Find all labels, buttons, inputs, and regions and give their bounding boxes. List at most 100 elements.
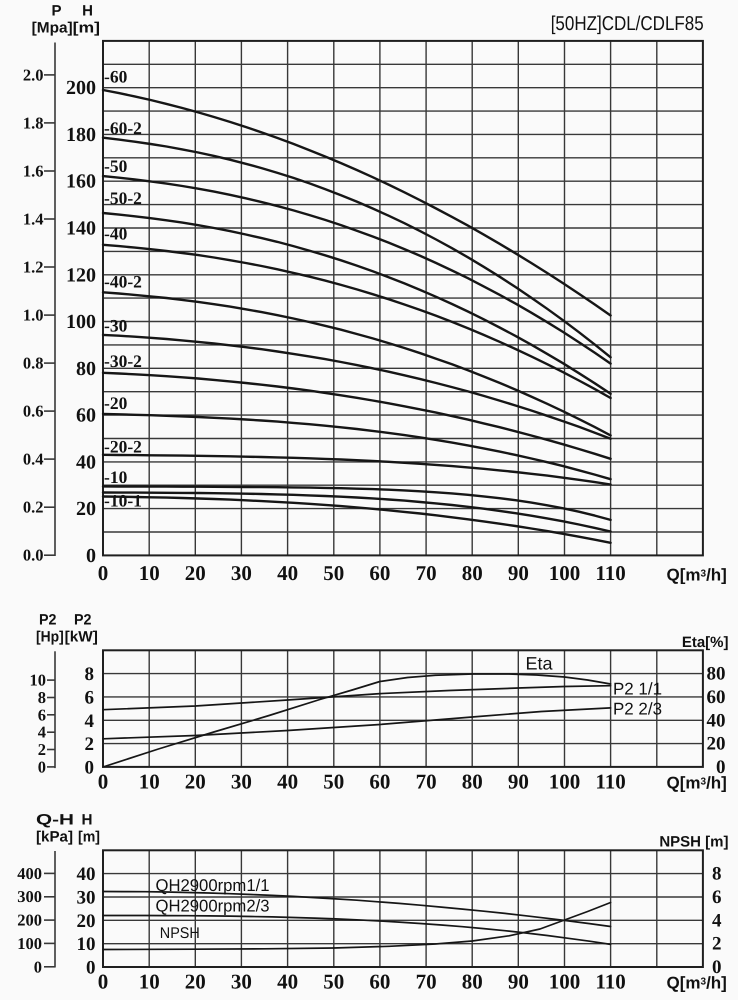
svg-text:100: 100 (549, 770, 581, 794)
svg-text:80: 80 (462, 970, 483, 994)
svg-text:2.0: 2.0 (23, 65, 44, 84)
svg-text:90: 90 (508, 970, 529, 994)
svg-text:P2: P2 (74, 612, 92, 629)
svg-text:140: 140 (66, 218, 96, 240)
svg-text:30: 30 (231, 770, 252, 794)
svg-text:2: 2 (85, 734, 95, 755)
svg-text:40: 40 (77, 864, 96, 885)
svg-text:0: 0 (98, 561, 109, 585)
svg-text:40: 40 (76, 451, 96, 473)
svg-text:100: 100 (17, 934, 42, 953)
svg-text:QH2900rpm2/3: QH2900rpm2/3 (156, 896, 270, 915)
svg-text:8: 8 (85, 664, 95, 685)
svg-text:30: 30 (77, 888, 96, 909)
svg-text:1.6: 1.6 (23, 162, 44, 181)
svg-text:50: 50 (323, 970, 344, 994)
svg-text:Q-H: Q-H (36, 812, 74, 829)
svg-text:0: 0 (98, 970, 109, 994)
svg-text:10: 10 (139, 561, 160, 585)
svg-text:0: 0 (38, 757, 46, 776)
svg-text:Eta[%]: Eta[%] (682, 634, 729, 651)
svg-text:110: 110 (595, 561, 625, 585)
svg-text:[kW]: [kW] (65, 629, 98, 646)
svg-text:0.0: 0.0 (23, 546, 44, 565)
svg-text:[m]: [m] (73, 20, 100, 37)
svg-text:0.4: 0.4 (23, 450, 44, 469)
svg-text:-10-1: -10-1 (104, 491, 142, 511)
svg-text:0: 0 (712, 957, 722, 978)
svg-text:0.6: 0.6 (23, 402, 44, 421)
svg-text:-20-2: -20-2 (104, 436, 142, 456)
svg-text:Q[m3/h]: Q[m3/h] (667, 566, 727, 585)
svg-text:1.4: 1.4 (23, 210, 44, 229)
svg-text:P: P (51, 3, 61, 20)
svg-text:6: 6 (712, 887, 722, 908)
svg-text:70: 70 (416, 970, 437, 994)
svg-text:180: 180 (66, 124, 96, 146)
svg-text:1.0: 1.0 (23, 306, 44, 325)
svg-text:80: 80 (462, 561, 483, 585)
svg-text:100: 100 (549, 970, 581, 994)
svg-text:1.8: 1.8 (23, 113, 44, 132)
svg-text:120: 120 (66, 264, 96, 286)
svg-text:90: 90 (508, 770, 529, 794)
svg-text:[Mpa]: [Mpa] (32, 20, 73, 37)
svg-text:0: 0 (716, 757, 726, 778)
svg-text:-50-2: -50-2 (104, 188, 142, 208)
svg-text:-40: -40 (104, 224, 128, 244)
svg-text:50: 50 (323, 770, 344, 794)
svg-text:[kPa]: [kPa] (36, 829, 73, 846)
svg-text:400: 400 (17, 864, 42, 883)
svg-text:200: 200 (66, 77, 96, 99)
svg-text:160: 160 (66, 171, 96, 193)
svg-text:0: 0 (85, 757, 95, 778)
svg-text:80: 80 (707, 664, 726, 685)
svg-text:P2 1/1: P2 1/1 (613, 680, 662, 699)
svg-text:10: 10 (30, 671, 47, 690)
svg-text:90: 90 (508, 561, 529, 585)
svg-text:-60-2: -60-2 (104, 118, 142, 138)
svg-text:10: 10 (139, 770, 160, 794)
svg-text:50: 50 (323, 561, 344, 585)
svg-text:4: 4 (38, 723, 46, 742)
svg-text:30: 30 (231, 970, 252, 994)
svg-text:60: 60 (369, 970, 390, 994)
svg-text:100: 100 (549, 561, 581, 585)
svg-text:200: 200 (17, 911, 42, 930)
svg-text:60: 60 (707, 687, 726, 708)
svg-text:8: 8 (712, 864, 722, 885)
svg-text:110: 110 (595, 970, 625, 994)
svg-text:70: 70 (416, 770, 437, 794)
svg-text:80: 80 (76, 358, 96, 380)
svg-text:40: 40 (277, 770, 298, 794)
svg-text:6: 6 (38, 705, 46, 724)
svg-text:Q[m3/h]: Q[m3/h] (667, 974, 727, 993)
svg-text:20: 20 (185, 561, 206, 585)
svg-text:0: 0 (34, 957, 42, 976)
svg-text:30: 30 (231, 561, 252, 585)
svg-text:-60: -60 (104, 67, 128, 87)
svg-text:60: 60 (369, 770, 390, 794)
svg-text:-40-2: -40-2 (104, 272, 142, 292)
svg-text:10: 10 (77, 934, 96, 955)
svg-text:P2 2/3: P2 2/3 (613, 700, 662, 719)
svg-text:10: 10 (139, 970, 160, 994)
svg-text:-50: -50 (104, 156, 128, 176)
svg-text:[50HZ]CDL/CDLF85: [50HZ]CDL/CDLF85 (551, 13, 704, 35)
svg-text:40: 40 (277, 970, 298, 994)
svg-text:NPSH: NPSH (160, 925, 200, 942)
svg-text:P2: P2 (39, 612, 57, 629)
svg-text:60: 60 (76, 405, 96, 427)
svg-text:H: H (82, 812, 93, 829)
svg-text:2: 2 (38, 740, 46, 759)
svg-text:QH2900rpm1/1: QH2900rpm1/1 (156, 876, 270, 895)
svg-text:70: 70 (416, 561, 437, 585)
svg-text:[m]: [m] (78, 829, 100, 846)
svg-text:20: 20 (185, 770, 206, 794)
svg-text:6: 6 (85, 687, 95, 708)
svg-text:1.2: 1.2 (23, 258, 44, 277)
svg-text:0.8: 0.8 (23, 354, 44, 373)
svg-text:4: 4 (85, 711, 95, 732)
svg-text:Eta: Eta (526, 654, 554, 674)
svg-text:8: 8 (38, 688, 46, 707)
